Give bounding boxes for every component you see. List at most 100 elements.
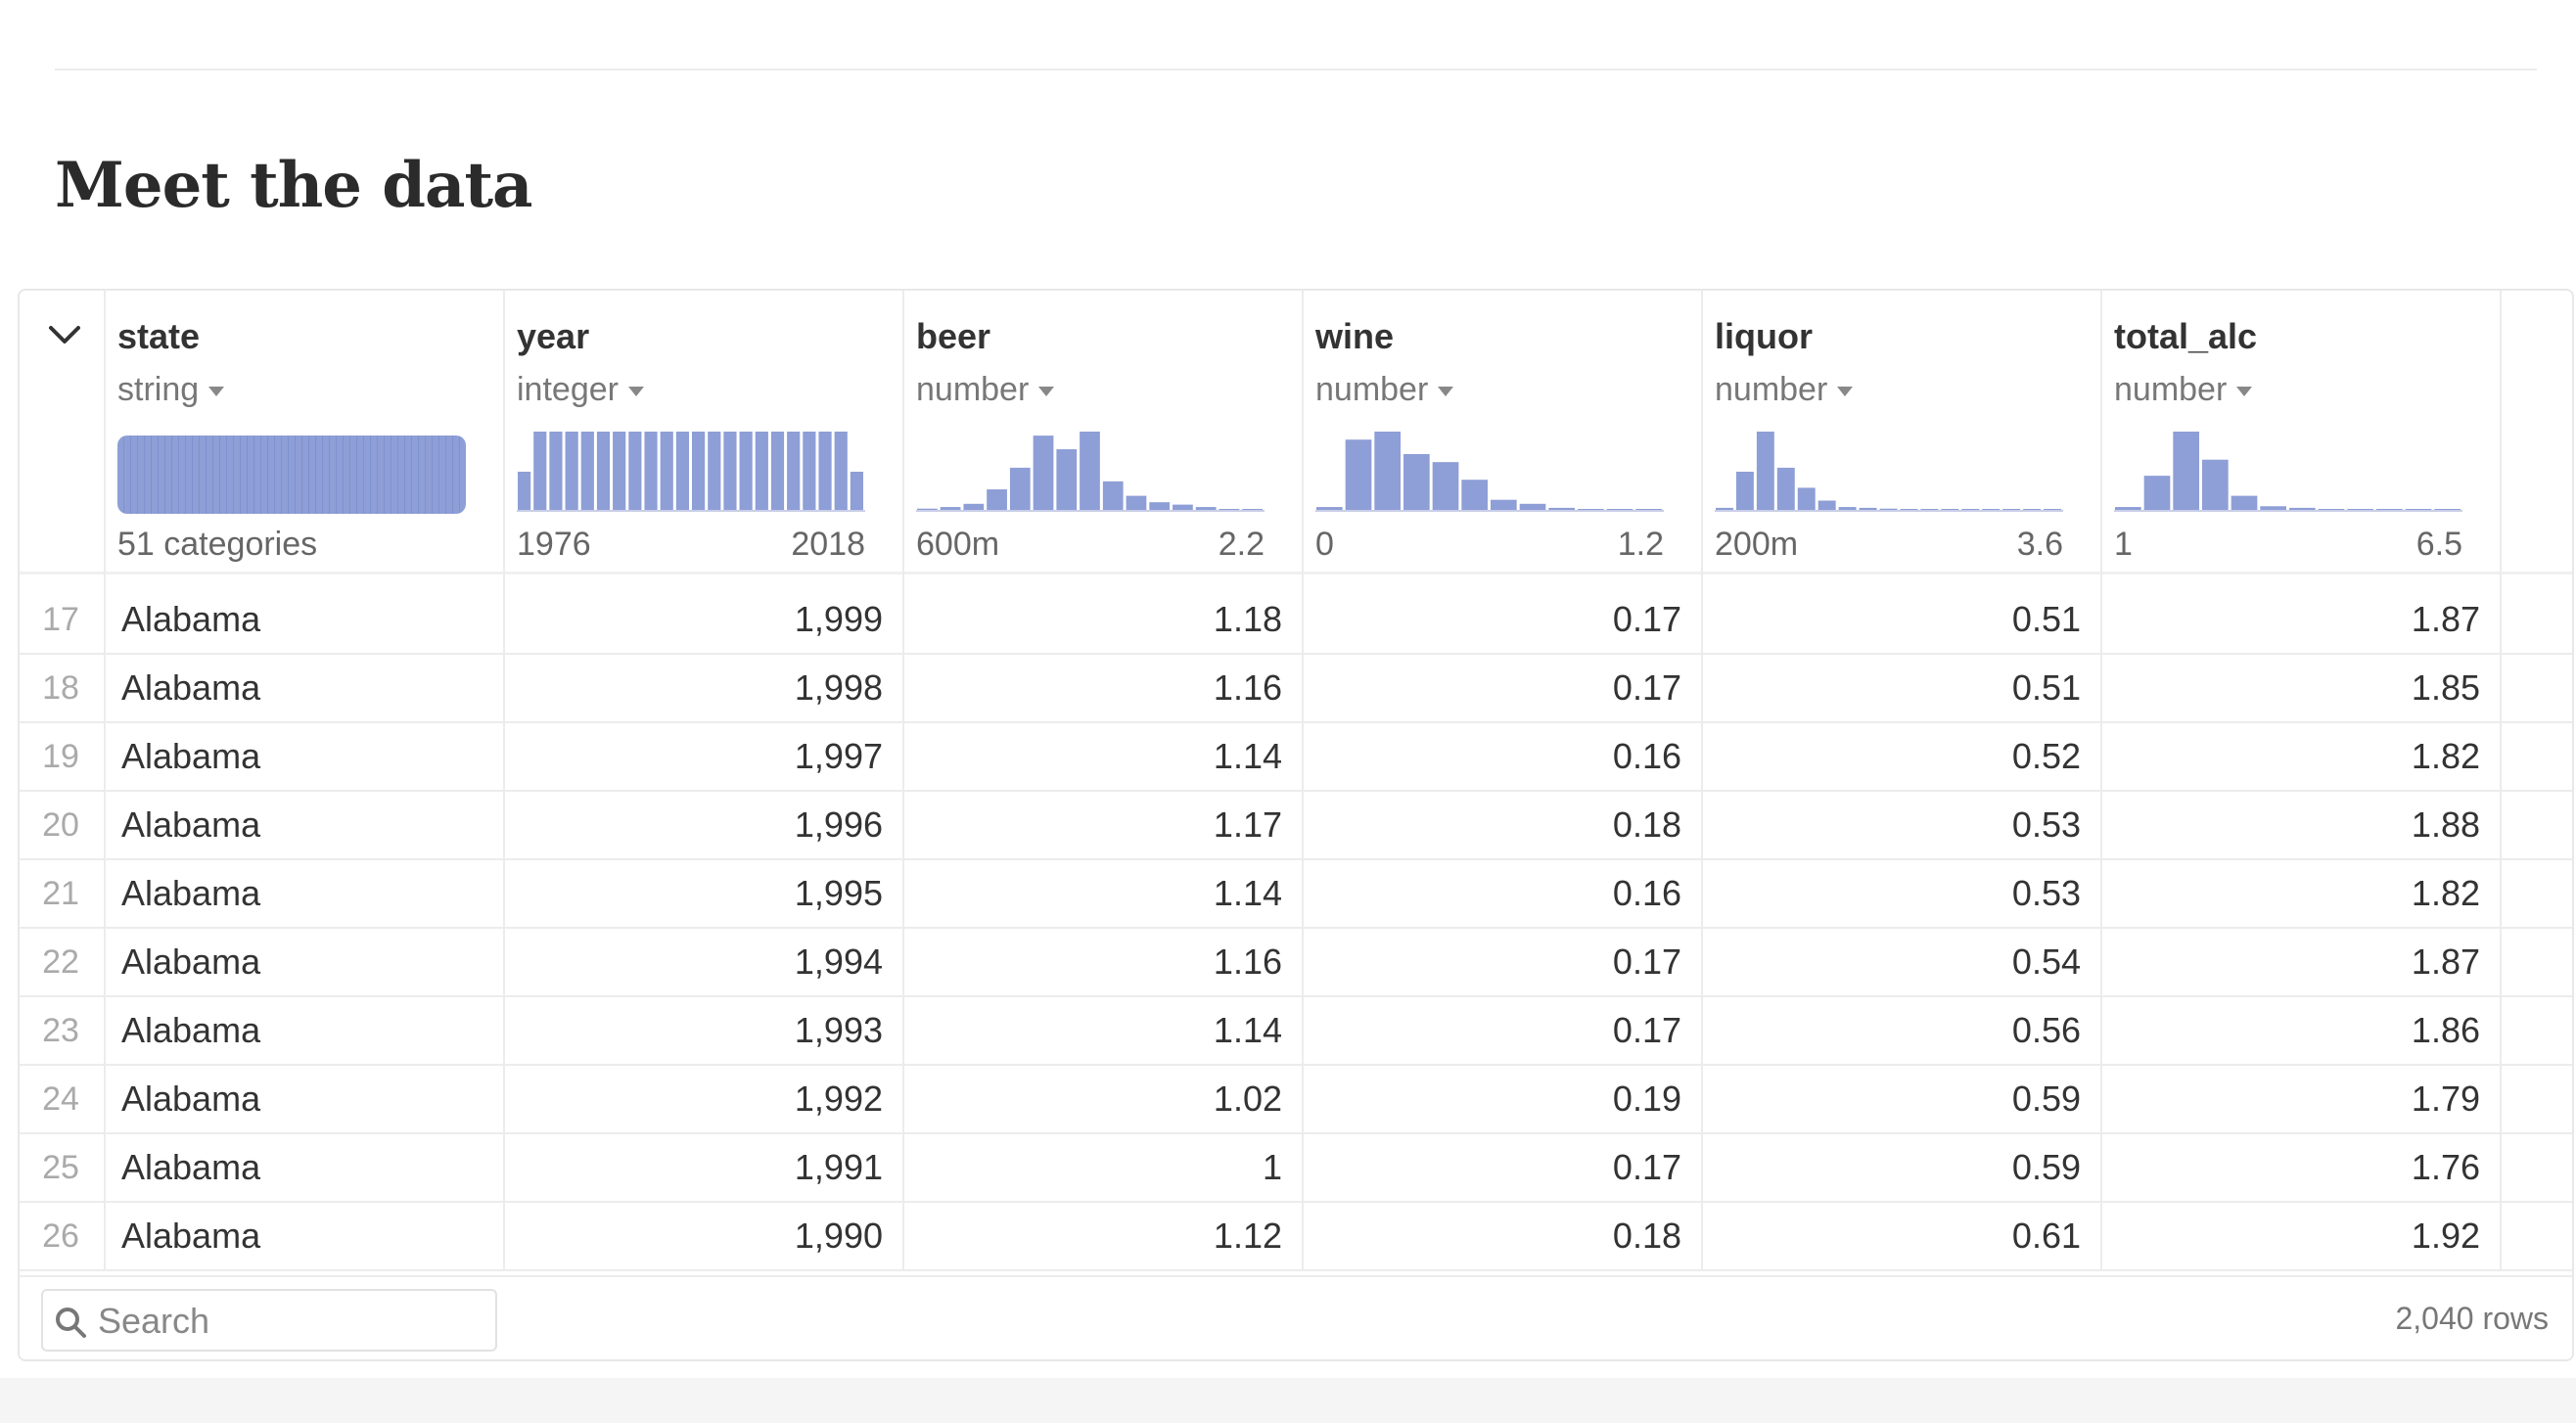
histogram-bar bbox=[1838, 507, 1857, 512]
cell-wine: 0.18 bbox=[1612, 804, 1681, 845]
column-divider bbox=[1302, 291, 1304, 1269]
row-number: 26 bbox=[42, 1217, 79, 1255]
column-header-wine[interactable]: wine number 0 1.2 bbox=[1302, 291, 1703, 572]
column-type-menu[interactable]: integer bbox=[517, 371, 644, 409]
cell-year: 1,990 bbox=[794, 1216, 883, 1256]
histogram-bar bbox=[1102, 481, 1124, 512]
column-name: state bbox=[117, 316, 201, 356]
row-number: 24 bbox=[42, 1080, 79, 1118]
histogram-bar bbox=[1173, 504, 1193, 512]
histogram-bar bbox=[1033, 436, 1054, 512]
histogram-bar bbox=[1149, 502, 1171, 512]
histogram-bar bbox=[708, 432, 721, 512]
table-row[interactable]: 19 Alabama 1,997 1.14 0.16 0.52 1.82 bbox=[20, 723, 2572, 792]
histogram-bar bbox=[1461, 480, 1488, 512]
column-name: total_alc bbox=[2114, 316, 2258, 356]
cell-total_alc: 1.76 bbox=[2411, 1147, 2480, 1187]
histogram-bar bbox=[644, 432, 658, 512]
data-table: state string 51 categories year integer 1976 2… bbox=[18, 289, 2574, 1361]
column-header-beer[interactable]: beer number 600m 2.2 bbox=[902, 291, 1304, 572]
column-histogram bbox=[2114, 432, 2462, 512]
column-divider bbox=[902, 291, 904, 1269]
caret-down-icon bbox=[627, 387, 644, 397]
cell-beer: 1.14 bbox=[1213, 873, 1282, 913]
column-divider bbox=[2100, 291, 2102, 1269]
caret-down-icon bbox=[1038, 387, 1055, 397]
column-type-menu[interactable]: string bbox=[117, 371, 225, 409]
cell-year: 1,993 bbox=[794, 1010, 883, 1050]
column-header-state[interactable]: state string 51 categories bbox=[104, 291, 505, 572]
search-input[interactable] bbox=[96, 1297, 491, 1346]
table-row[interactable]: 21 Alabama 1,995 1.14 0.16 0.53 1.82 bbox=[20, 860, 2572, 929]
cell-wine: 0.16 bbox=[1612, 873, 1681, 913]
column-header-total_alc[interactable]: total_alc number 1 6.5 bbox=[2100, 291, 2502, 572]
column-divider bbox=[503, 291, 505, 1269]
histogram-bar bbox=[628, 432, 642, 512]
histogram-bar bbox=[675, 432, 689, 512]
cell-state: Alabama bbox=[121, 873, 261, 913]
histogram-bar bbox=[1491, 499, 1517, 512]
column-divider bbox=[104, 291, 106, 1269]
column-type-label: number bbox=[1315, 371, 1429, 408]
column-type-menu[interactable]: number bbox=[1315, 371, 1454, 409]
column-type-label: integer bbox=[517, 371, 619, 408]
histogram-bar bbox=[565, 432, 578, 512]
row-number: 18 bbox=[42, 669, 79, 707]
search-box[interactable] bbox=[41, 1289, 497, 1352]
histogram-bar bbox=[518, 472, 531, 512]
histogram-bar bbox=[1316, 507, 1343, 512]
search-icon bbox=[56, 1308, 86, 1338]
table-footer: 2,040 rows bbox=[20, 1275, 2572, 1359]
column-type-menu[interactable]: number bbox=[1715, 371, 1854, 409]
table-row[interactable]: 23 Alabama 1,993 1.14 0.17 0.56 1.86 bbox=[20, 997, 2572, 1066]
table-row[interactable]: 18 Alabama 1,998 1.16 0.17 0.51 1.85 bbox=[20, 655, 2572, 723]
table-row[interactable]: 24 Alabama 1,992 1.02 0.19 0.59 1.79 bbox=[20, 1066, 2572, 1134]
column-histogram bbox=[1715, 432, 2063, 512]
column-type-label: string bbox=[117, 371, 200, 408]
range-max: 6.5 bbox=[2415, 526, 2462, 563]
histogram-bar bbox=[1080, 432, 1100, 512]
cell-beer: 1.16 bbox=[1213, 941, 1282, 982]
cell-beer: 1.17 bbox=[1213, 804, 1282, 845]
page-bottom-shade bbox=[0, 1378, 2576, 1423]
header-separator bbox=[20, 572, 2572, 574]
table-row[interactable]: 22 Alabama 1,994 1.16 0.17 0.54 1.87 bbox=[20, 929, 2572, 997]
cell-year: 1,997 bbox=[794, 736, 883, 776]
row-number: 20 bbox=[42, 806, 79, 844]
column-header-liquor[interactable]: liquor number 200m 3.6 bbox=[1701, 291, 2102, 572]
column-type-label: number bbox=[2114, 371, 2228, 408]
column-header-year[interactable]: year integer 1976 2018 bbox=[503, 291, 904, 572]
histogram-bar bbox=[2231, 495, 2258, 512]
histogram-bar bbox=[1797, 487, 1816, 512]
cell-beer: 1 bbox=[1262, 1147, 1282, 1187]
table-row[interactable]: 26 Alabama 1,990 1.12 0.18 0.61 1.92 bbox=[20, 1203, 2572, 1271]
cell-total_alc: 1.87 bbox=[2411, 599, 2480, 639]
cell-wine: 0.17 bbox=[1612, 667, 1681, 708]
histogram-bar bbox=[787, 432, 801, 512]
column-name: beer bbox=[916, 316, 991, 356]
row-number: 19 bbox=[42, 738, 79, 775]
histogram-bar bbox=[1009, 467, 1031, 512]
histogram-bar bbox=[1345, 439, 1372, 512]
cell-liquor: 0.56 bbox=[2011, 1010, 2081, 1050]
row-number: 22 bbox=[42, 943, 79, 981]
table-header: state string 51 categories year integer 1976 2… bbox=[20, 291, 2572, 574]
histogram-bar bbox=[803, 432, 816, 512]
cell-wine: 0.17 bbox=[1612, 941, 1681, 982]
range-min: 0 bbox=[1315, 526, 1334, 563]
collapse-button[interactable] bbox=[45, 316, 84, 355]
column-name: year bbox=[517, 316, 590, 356]
cell-state: Alabama bbox=[121, 667, 261, 708]
column-type-menu[interactable]: number bbox=[916, 371, 1055, 409]
range-max: 2.2 bbox=[1218, 526, 1265, 563]
cell-wine: 0.17 bbox=[1612, 599, 1681, 639]
histogram-bar bbox=[739, 432, 753, 512]
table-row[interactable]: 25 Alabama 1,991 1 0.17 0.59 1.76 bbox=[20, 1134, 2572, 1203]
cell-year: 1,998 bbox=[794, 667, 883, 708]
histogram-bar bbox=[1195, 507, 1217, 512]
table-row[interactable]: 20 Alabama 1,996 1.17 0.18 0.53 1.88 bbox=[20, 792, 2572, 860]
cell-wine: 0.16 bbox=[1612, 736, 1681, 776]
histogram-bar bbox=[1056, 449, 1078, 512]
table-row[interactable]: 17 Alabama 1,999 1.18 0.17 0.51 1.87 bbox=[20, 586, 2572, 655]
column-type-menu[interactable]: number bbox=[2114, 371, 2253, 409]
